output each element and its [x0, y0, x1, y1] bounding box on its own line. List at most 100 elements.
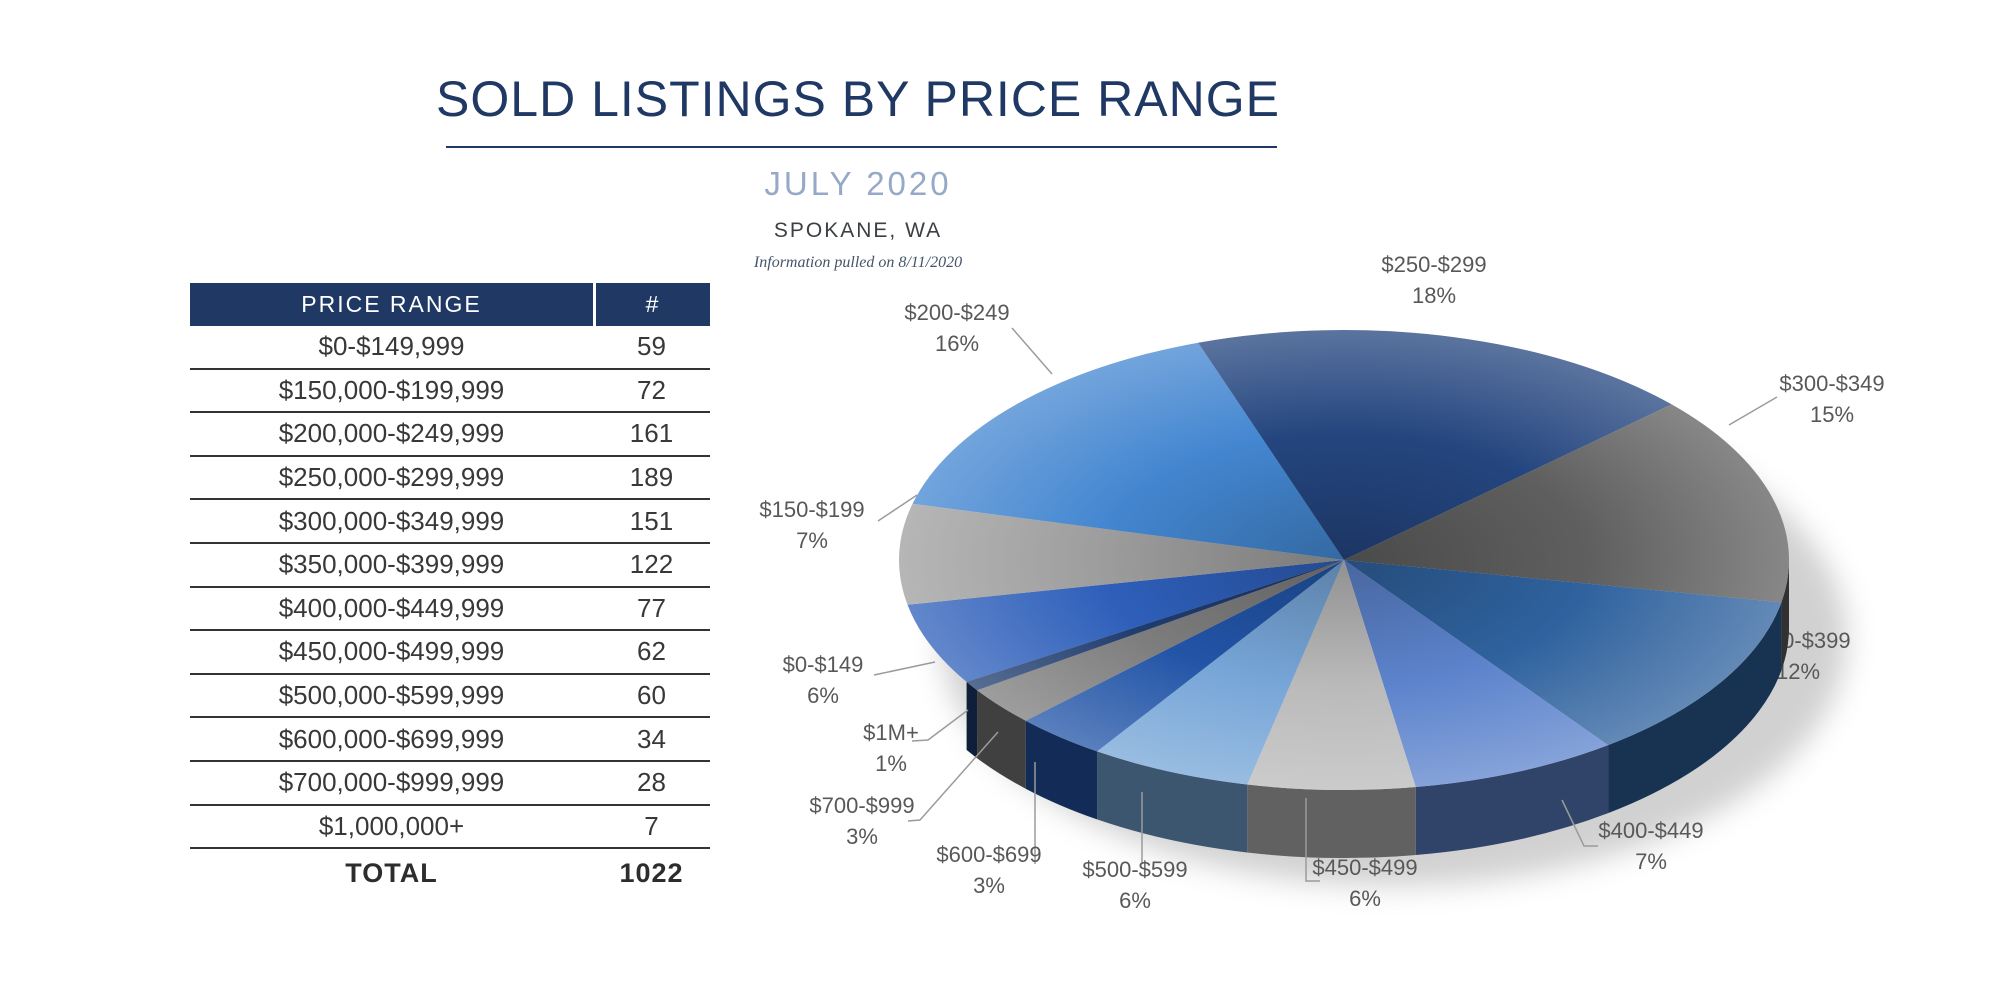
table-row: $150,000-$199,999 72 [190, 370, 710, 414]
table-row: $700,000-$999,999 28 [190, 762, 710, 806]
total-label: TOTAL [345, 857, 438, 888]
total-value: 1022 [619, 857, 684, 888]
pie-label: $0-$149 [783, 652, 864, 677]
pie-slice--600-699 [1025, 560, 1344, 752]
label-leader-line [1305, 798, 1320, 882]
pie-slice--0-149 [907, 560, 1344, 682]
price-range-cell: $600,000-$699,999 [278, 723, 505, 754]
count-cell: 77 [637, 592, 666, 623]
count-cell: 151 [629, 505, 674, 536]
price-range-cell: $350,000-$399,999 [278, 549, 505, 580]
table-row: $0-$149,999 59 [190, 326, 710, 370]
table-row: $600,000-$699,999 34 [190, 718, 710, 762]
pie-slice-side [1247, 784, 1416, 859]
pie-slice-side [1097, 751, 1248, 853]
table-row: $250,000-$299,999 189 [190, 457, 710, 501]
price-range-cell: $150,000-$199,999 [278, 374, 505, 405]
pie-label: $150-$199 [759, 497, 864, 522]
pie-slice--150-199 [899, 503, 1344, 605]
price-range-cell: $300,000-$349,999 [278, 505, 505, 536]
pie-slice--1m- [966, 560, 1344, 691]
table-body: $0-$149,999 59 $150,000-$199,999 72 $200,000… [190, 326, 710, 850]
pie-label-percent: 7% [796, 528, 828, 553]
count-cell: 189 [629, 462, 674, 493]
price-range-cell: $400,000-$449,999 [278, 592, 505, 623]
pie-slice-side [1781, 560, 1789, 671]
table-row: $300,000-$349,999 151 [190, 500, 710, 544]
pie-label: $700-$999 [809, 793, 914, 818]
pie-slice-side [1025, 720, 1098, 820]
table-row: $1,000,000+ 7 [190, 806, 710, 850]
pie-label-percent: 18% [1412, 283, 1456, 308]
price-range-table: PRICE RANGE # $0-$149,999 59 $150,000-$199… [190, 283, 710, 897]
label-leader-line [1728, 396, 1778, 426]
label-leader-line [1561, 799, 1598, 847]
pie-slice-side [966, 681, 978, 759]
count-cell: 62 [637, 636, 666, 667]
subtitle-month: JULY 2020 [764, 165, 952, 202]
table-row: $200,000-$249,999 161 [190, 413, 710, 457]
table-header-price-range: PRICE RANGE [190, 283, 593, 326]
pie-label: $200-$249 [904, 300, 1009, 325]
label-leader-line [877, 494, 918, 522]
count-cell: 72 [637, 374, 666, 405]
table-header-count: # [596, 283, 710, 326]
pie-slice--450-499 [1247, 560, 1416, 791]
price-range-cell: $500,000-$599,999 [278, 680, 505, 711]
price-range-cell: $700,000-$999,999 [278, 767, 505, 798]
label-leader-line [911, 709, 969, 742]
pie-slice--500-599 [1097, 560, 1344, 785]
pie-slice-side [1415, 745, 1609, 855]
subtitle-location: SPOKANE, WA [773, 219, 943, 242]
price-range-cell: $200,000-$249,999 [278, 418, 505, 449]
label-leader-line [1011, 327, 1053, 375]
info-note: Information pulled on 8/11/2020 [753, 254, 963, 271]
pie-label: $250-$299 [1381, 252, 1486, 277]
table-row: $450,000-$499,999 62 [190, 631, 710, 675]
label-leader-line [873, 661, 936, 676]
pie-slice--300-349 [1344, 404, 1790, 603]
pie-label-percent: 16% [935, 331, 979, 356]
pie-label-percent: 3% [846, 824, 878, 849]
count-cell: 161 [629, 418, 674, 449]
count-cell: 59 [637, 331, 666, 362]
pie-slice--200-249 [912, 342, 1344, 560]
price-range-cell: $250,000-$299,999 [278, 462, 505, 493]
table-row: $400,000-$449,999 77 [190, 588, 710, 632]
pie-slice--250-299 [1198, 329, 1672, 560]
count-cell: 34 [637, 723, 666, 754]
price-range-cell: $0-$149,999 [318, 331, 465, 362]
price-range-cell: $1,000,000+ [318, 810, 465, 841]
count-cell: 28 [637, 767, 666, 798]
count-cell: 122 [629, 549, 674, 580]
table-row: $350,000-$399,999 122 [190, 544, 710, 588]
pie-label: $300-$349 [1779, 371, 1884, 396]
title-underline [446, 146, 1277, 148]
table-total-row: TOTAL 1022 [190, 849, 710, 897]
count-cell: 7 [644, 810, 659, 841]
pie-label: $500-$599 [1082, 857, 1187, 882]
price-range-cell: $450,000-$499,999 [278, 636, 505, 667]
pie-slice-side [977, 690, 1026, 789]
pie-label-percent: 15% [1810, 402, 1854, 427]
count-cell: 60 [637, 680, 666, 711]
pie-label: $600-$699 [936, 842, 1041, 867]
pie-slice--350-399 [1344, 560, 1782, 746]
pie-slice--700-999 [977, 560, 1344, 721]
pie-label-percent: 7% [1635, 849, 1667, 874]
pie-label-percent: 1% [875, 751, 907, 776]
pie-label-percent: 3% [973, 873, 1005, 898]
pie-slice-side [1608, 602, 1782, 814]
pie-label-percent: 6% [1119, 888, 1151, 913]
pie-slice--400-449 [1344, 560, 1609, 787]
pie-label: $450-$499 [1312, 855, 1417, 880]
label-leader-line [907, 731, 999, 822]
table-row: $500,000-$599,999 60 [190, 675, 710, 719]
pie-label-percent: 6% [1349, 886, 1381, 911]
pie-label-percent: 6% [807, 683, 839, 708]
pie-label: $400-$449 [1598, 818, 1703, 843]
page-title: SOLD LISTINGS BY PRICE RANGE [436, 71, 1280, 127]
table-header-row: PRICE RANGE # [190, 283, 710, 326]
